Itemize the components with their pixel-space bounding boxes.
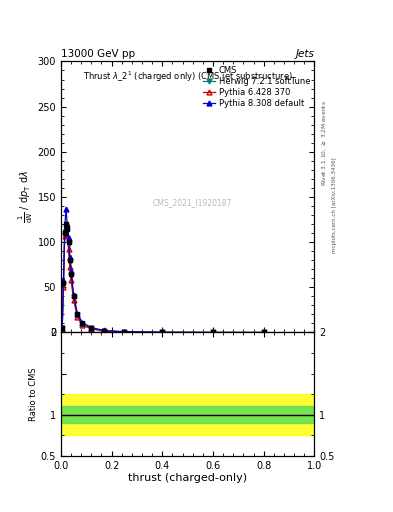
- Pythia 8.308 default: [62, 225, 67, 231]
- CMS: [68, 257, 72, 263]
- Pythia 6.428 370: [69, 277, 73, 283]
- Pythia 6.428 370: [211, 329, 215, 335]
- CMS: [60, 325, 64, 331]
- X-axis label: thrust (charged-only): thrust (charged-only): [128, 473, 247, 483]
- Herwig 7.2.1 softTune: [64, 225, 68, 231]
- Y-axis label: Ratio to CMS: Ratio to CMS: [29, 367, 38, 421]
- Pythia 6.428 370: [89, 326, 94, 332]
- Pythia 8.308 default: [89, 325, 94, 331]
- Text: mcplots.cern.ch [arXiv:1306.3436]: mcplots.cern.ch [arXiv:1306.3436]: [332, 157, 337, 252]
- Pythia 6.428 370: [160, 329, 165, 335]
- Pythia 8.308 default: [68, 253, 72, 260]
- Pythia 8.308 default: [211, 329, 215, 335]
- Herwig 7.2.1 softTune: [61, 283, 66, 289]
- Herwig 7.2.1 softTune: [160, 329, 165, 335]
- CMS: [261, 329, 266, 335]
- Herwig 7.2.1 softTune: [89, 325, 94, 331]
- Pythia 6.428 370: [66, 246, 71, 252]
- Pythia 6.428 370: [75, 314, 80, 320]
- CMS: [69, 271, 73, 277]
- CMS: [64, 221, 68, 227]
- CMS: [62, 230, 67, 236]
- Legend: CMS, Herwig 7.2.1 softTune, Pythia 6.428 370, Pythia 8.308 default: CMS, Herwig 7.2.1 softTune, Pythia 6.428…: [201, 64, 312, 110]
- Herwig 7.2.1 softTune: [75, 312, 80, 318]
- CMS: [80, 321, 85, 327]
- CMS: [211, 329, 215, 335]
- Herwig 7.2.1 softTune: [102, 328, 107, 334]
- Line: Herwig 7.2.1 softTune: Herwig 7.2.1 softTune: [60, 225, 266, 335]
- CMS: [122, 329, 127, 335]
- CMS: [65, 225, 70, 231]
- CMS: [75, 311, 80, 317]
- Pythia 8.308 default: [80, 319, 85, 326]
- Pythia 8.308 default: [61, 277, 66, 283]
- Text: CMS_2021_I1920187: CMS_2021_I1920187: [153, 198, 232, 207]
- Herwig 7.2.1 softTune: [80, 321, 85, 327]
- Pythia 8.308 default: [122, 329, 127, 335]
- Pythia 6.428 370: [65, 232, 70, 238]
- Pythia 8.308 default: [60, 325, 64, 331]
- Pythia 6.428 370: [80, 322, 85, 328]
- Line: CMS: CMS: [60, 222, 266, 335]
- Pythia 6.428 370: [62, 233, 67, 239]
- Y-axis label: $\frac{1}{\mathrm{d}N}$ / $\mathrm{d}p_\mathrm{T}$ $\mathrm{d}\lambda$: $\frac{1}{\mathrm{d}N}$ / $\mathrm{d}p_\…: [17, 170, 35, 223]
- Line: Pythia 8.308 default: Pythia 8.308 default: [60, 206, 266, 335]
- Pythia 8.308 default: [69, 268, 73, 274]
- Herwig 7.2.1 softTune: [71, 294, 76, 301]
- Herwig 7.2.1 softTune: [60, 325, 64, 331]
- Pythia 8.308 default: [75, 310, 80, 316]
- Pythia 6.428 370: [102, 328, 107, 334]
- Text: 13000 GeV pp: 13000 GeV pp: [61, 49, 135, 59]
- Herwig 7.2.1 softTune: [69, 272, 73, 279]
- Bar: [61, 407, 314, 423]
- Herwig 7.2.1 softTune: [122, 329, 127, 335]
- Pythia 8.308 default: [261, 329, 266, 335]
- Pythia 6.428 370: [71, 297, 76, 303]
- Line: Pythia 6.428 370: Pythia 6.428 370: [60, 231, 266, 335]
- Pythia 6.428 370: [64, 230, 68, 236]
- CMS: [66, 239, 71, 245]
- Pythia 8.308 default: [65, 221, 70, 227]
- Pythia 6.428 370: [61, 284, 66, 290]
- Text: Thrust $\lambda\_2^1$ (charged only) (CMS jet substructure): Thrust $\lambda\_2^1$ (charged only) (CM…: [83, 70, 293, 84]
- Pythia 6.428 370: [68, 264, 72, 270]
- Pythia 8.308 default: [66, 234, 71, 241]
- CMS: [102, 328, 107, 334]
- Pythia 6.428 370: [122, 329, 127, 335]
- Bar: [61, 394, 314, 435]
- Herwig 7.2.1 softTune: [261, 329, 266, 335]
- CMS: [160, 329, 165, 335]
- Herwig 7.2.1 softTune: [65, 228, 70, 234]
- Pythia 8.308 default: [160, 329, 165, 335]
- Herwig 7.2.1 softTune: [66, 241, 71, 247]
- Herwig 7.2.1 softTune: [62, 232, 67, 238]
- Herwig 7.2.1 softTune: [68, 259, 72, 265]
- CMS: [89, 325, 94, 331]
- Pythia 8.308 default: [64, 206, 68, 212]
- Pythia 8.308 default: [102, 327, 107, 333]
- Pythia 6.428 370: [60, 326, 64, 332]
- Herwig 7.2.1 softTune: [211, 329, 215, 335]
- CMS: [71, 293, 76, 300]
- Pythia 8.308 default: [71, 291, 76, 297]
- Text: Jets: Jets: [296, 49, 314, 59]
- CMS: [61, 280, 66, 286]
- Pythia 6.428 370: [261, 329, 266, 335]
- Text: Rivet 3.1.10, $\geq$ 3.2M events: Rivet 3.1.10, $\geq$ 3.2M events: [320, 100, 328, 186]
